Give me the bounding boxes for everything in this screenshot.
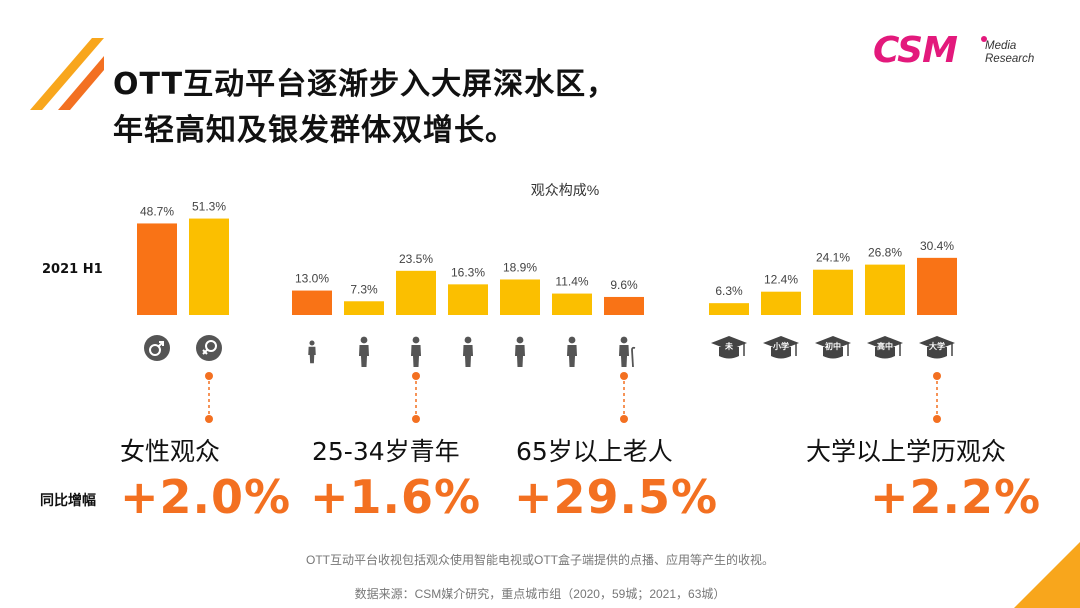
adult-man-icon xyxy=(411,336,421,367)
logo-subtitle-line-1: Media xyxy=(985,40,1017,52)
bar-value-label: 51.3% xyxy=(192,200,226,214)
headline-elderly: 65岁以上老人 xyxy=(516,437,673,466)
bar-value-label: 48.7% xyxy=(140,204,174,218)
footnote-note: OTT互动平台收视包括观众使用智能电视或OTT盒子端提供的点播、应用等产生的收视… xyxy=(306,553,774,567)
adult-woman-icon xyxy=(463,336,473,367)
graduation-cap-icon: 初中 xyxy=(815,336,851,359)
bar-学历-4 xyxy=(865,264,905,315)
page-title: OTT互动平台逐渐步入大屏深水区， 年轻高知及银发群体双增长。 xyxy=(113,62,617,154)
bar-年龄-1 xyxy=(292,290,332,315)
teen-icon xyxy=(359,336,369,367)
bar-年龄-2 xyxy=(344,301,384,315)
callout-dot-bottom xyxy=(205,415,213,423)
graduation-cap-icon: 小学 xyxy=(763,336,799,359)
callout-dot-top xyxy=(620,372,628,380)
callout-dot-top xyxy=(933,372,941,380)
bar-学历-5 xyxy=(917,257,957,315)
logo-subtitle-line-2: Research xyxy=(985,53,1035,65)
graduation-cap-icon: 大学 xyxy=(919,336,955,359)
callout-dot-bottom xyxy=(412,415,420,423)
bar-学历-1 xyxy=(709,303,749,315)
bar-value-label: 18.9% xyxy=(503,260,537,274)
male-icon xyxy=(144,335,170,361)
woman-icon xyxy=(567,336,577,367)
bar-年龄-4 xyxy=(448,284,488,315)
bar-学历-3 xyxy=(813,269,853,315)
cap-label: 小学 xyxy=(772,341,789,351)
bar-value-label: 24.1% xyxy=(816,251,850,265)
callout-dot-top xyxy=(205,372,213,380)
callout-dot-bottom xyxy=(620,415,628,423)
female-icon xyxy=(196,335,222,361)
bar-value-label: 30.4% xyxy=(920,239,954,253)
bar-value-label: 26.8% xyxy=(868,246,902,260)
chart-title: 观众构成% xyxy=(530,182,600,198)
bar-value-label: 13.0% xyxy=(295,272,329,286)
growth-elderly: +29.5% xyxy=(514,470,719,524)
bar-value-label: 7.3% xyxy=(350,282,378,296)
elderly-with-cane-icon xyxy=(619,336,636,368)
cap-label: 大学 xyxy=(929,341,945,351)
bar-年龄-6 xyxy=(552,293,592,315)
cap-label: 高中 xyxy=(877,341,893,351)
graduation-cap-icon: 未 xyxy=(711,336,747,359)
bar-value-label: 11.4% xyxy=(555,275,588,289)
callout-dot-top xyxy=(412,372,420,380)
bar-年龄-5 xyxy=(500,279,540,315)
bar-年龄-7 xyxy=(604,296,644,315)
bar-性别-1 xyxy=(137,223,177,315)
growth-college: +2.2% xyxy=(870,470,1042,524)
callout-dot-bottom xyxy=(933,415,941,423)
bar-value-label: 23.5% xyxy=(399,252,433,266)
bar-value-label: 9.6% xyxy=(610,278,638,292)
footnote-source: 数据来源：CSM媒介研究，重点城市组（2020，59城；2021，63城） xyxy=(354,587,726,601)
headline-college: 大学以上学历观众 xyxy=(806,437,1007,466)
graduation-cap-icon: 高中 xyxy=(867,336,903,359)
title-line-1: OTT互动平台逐渐步入大屏深水区， xyxy=(113,67,618,102)
decorative-corner-bottom-right xyxy=(1014,542,1080,608)
headline-youth: 25-34岁青年 xyxy=(312,437,460,466)
logo-dot xyxy=(981,36,987,42)
headline-female: 女性观众 xyxy=(120,437,221,466)
csm-logo: CSM Media Research xyxy=(873,30,1053,76)
bar-年龄-3 xyxy=(396,270,436,315)
growth-youth: +1.6% xyxy=(310,470,482,524)
cap-label: 未 xyxy=(724,341,733,351)
period-label: 2021 H1 xyxy=(42,262,103,277)
bar-性别-2 xyxy=(189,218,229,315)
middle-aged-woman-icon xyxy=(515,336,525,367)
growth-female: +2.0% xyxy=(120,470,292,524)
bar-学历-2 xyxy=(761,291,801,315)
title-line-2: 年轻高知及银发群体双增长。 xyxy=(113,113,516,148)
logo-subtitle: Media Research xyxy=(985,40,1034,66)
cap-label: 初中 xyxy=(825,341,841,351)
decorative-stripes-top-left xyxy=(30,38,104,110)
child-icon xyxy=(308,340,316,364)
bar-value-label: 6.3% xyxy=(715,284,743,298)
bar-value-label: 12.4% xyxy=(764,273,798,287)
bar-value-label: 16.3% xyxy=(451,265,485,279)
growth-label: 同比增幅 xyxy=(40,493,96,509)
logo-brand: CSM xyxy=(873,30,958,71)
